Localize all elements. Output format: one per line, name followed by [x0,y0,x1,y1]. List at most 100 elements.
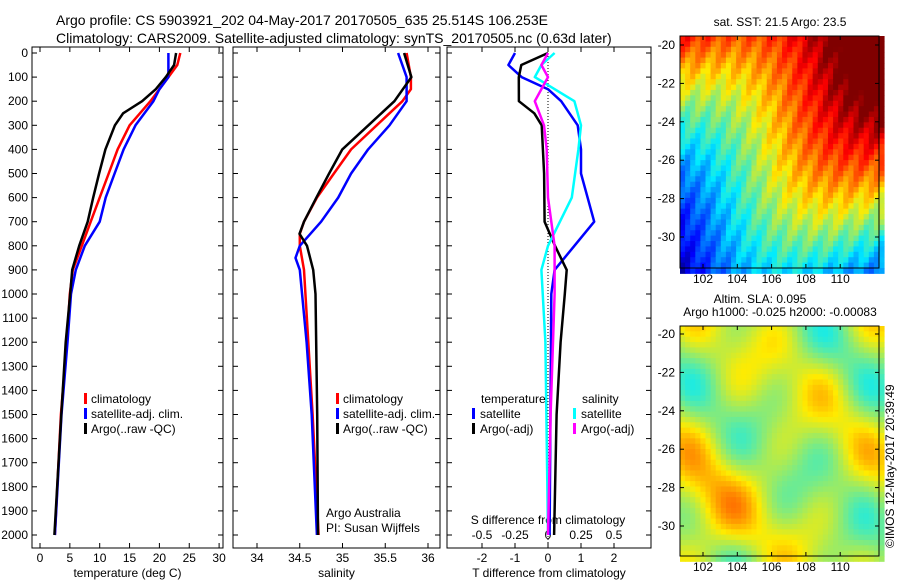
map-cell [761,465,768,471]
map-cell [720,454,727,461]
map-cell [792,170,798,177]
map-cell [848,400,854,407]
map-cell [756,331,763,338]
map-cell [690,336,696,343]
map-cell [720,379,727,386]
map-cell [700,197,706,204]
map-cell [756,416,763,423]
map-cell [868,465,875,471]
map-cell [782,176,788,183]
map-cell [879,342,885,348]
map-cell [817,449,824,455]
map-cell [827,84,834,91]
map-cell [705,384,712,391]
map-cell [858,203,865,210]
map-cell [776,390,783,397]
map-cell [858,62,865,69]
map-cell [817,268,824,274]
map-cell [843,187,849,193]
map-cell [797,160,803,166]
map-cell [700,165,706,172]
map-cell [833,246,839,253]
legend-label: satellite [480,407,521,421]
map-cell [756,208,763,215]
y-tick-label: 1700 [1,456,28,470]
map-cell [858,187,865,193]
map-cell [746,181,752,188]
map-cell [766,513,773,520]
map-cell [782,438,788,445]
map-cell [705,57,712,64]
map-cell [690,36,696,42]
map-cell [695,422,701,429]
map-cell [725,116,732,123]
map-cell [827,497,834,503]
map-cell [771,57,778,64]
x-tick-label: 102 [693,272,713,286]
map-cell [761,443,768,450]
map-cell [792,257,798,264]
map-cell [746,203,752,210]
map-cell [756,68,763,75]
map-cell [700,465,706,471]
map-cell [705,363,712,370]
map-cell [853,235,860,242]
map-cell [715,160,722,166]
map-cell [812,545,819,552]
map-cell [700,111,706,118]
map-cell [771,230,778,237]
map-cell [776,550,783,557]
map-cell [853,416,860,423]
map-cell [817,57,824,64]
map-cell [756,268,763,274]
map-cell [817,539,824,546]
map-cell [817,203,824,210]
map-cell [853,52,860,59]
map-cell [807,214,814,220]
map-cell [746,187,752,193]
map-cell [680,449,686,455]
x-tick-label: 10 [93,551,107,565]
map-cell [817,154,824,161]
map-cell [741,95,747,102]
map-cell [741,62,747,69]
y-tick-label: -28 [658,192,676,206]
map-cell [843,368,849,375]
map-cell [822,331,829,338]
map-cell [731,133,737,139]
map-cell [838,68,844,75]
map-cell [725,176,732,183]
map-cell [771,406,778,413]
map-cell [741,268,747,274]
map-cell [812,395,819,402]
map-cell [700,187,706,193]
map-cell [782,545,788,552]
map-cell [879,529,885,536]
map-cell [761,416,768,423]
map-cell [873,513,880,520]
map-cell [725,400,732,407]
map-cell [807,545,814,552]
map-cell [868,539,875,546]
map-cell [797,203,803,210]
map-cell [817,79,824,86]
map-cell [817,257,824,264]
map-cell [700,127,706,134]
map-cell [695,449,701,455]
map-cell [833,384,839,391]
map-cell [751,133,758,139]
map-cell [853,513,860,520]
map-cell [771,143,778,150]
map-cell [822,89,829,96]
map-cell [873,176,880,183]
map-cell [848,106,854,113]
map-cell [695,62,701,69]
map-cell [782,507,788,514]
map-cell [695,513,701,520]
map-cell [705,235,712,242]
map-cell [838,46,844,53]
map-cell [782,73,788,80]
map-cell [751,192,758,199]
map-cell [705,268,712,274]
map-cell [736,52,742,59]
